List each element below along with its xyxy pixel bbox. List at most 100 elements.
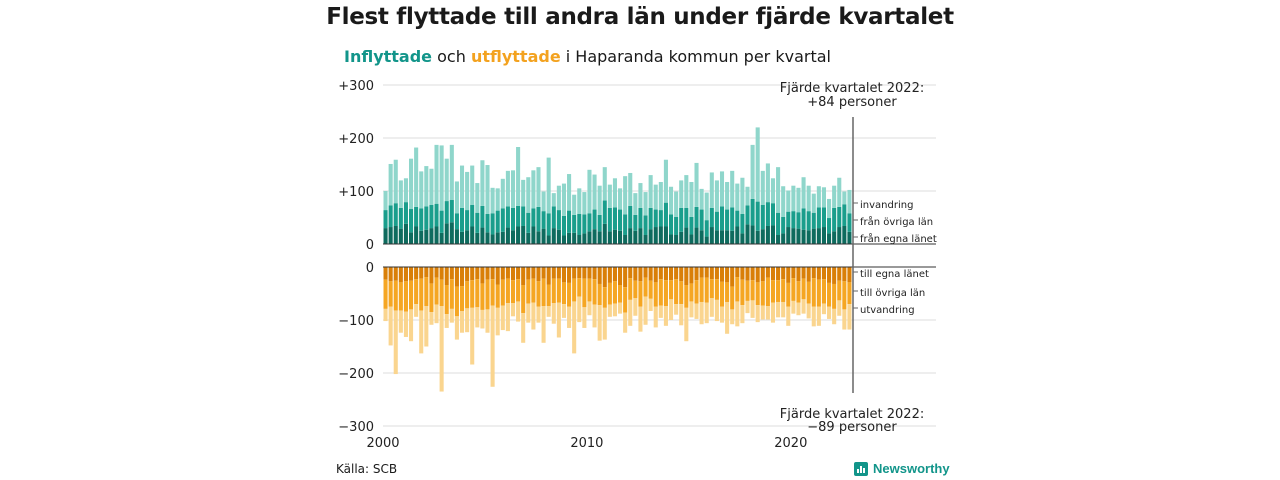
bar-out-1 <box>510 280 516 304</box>
bar-in-2 <box>521 179 526 207</box>
bar-out-1 <box>409 280 414 310</box>
bar-out-2 <box>572 301 577 354</box>
bar-out-0 <box>541 267 546 279</box>
bar-out-1 <box>459 286 465 311</box>
bar-out-2 <box>801 299 806 314</box>
bar-in-0 <box>694 227 699 244</box>
bar-in-1 <box>801 208 806 230</box>
bar-out-0 <box>607 267 612 283</box>
bar-out-1 <box>485 279 490 310</box>
bar-out-2 <box>536 306 541 323</box>
bar-in-2 <box>633 193 638 215</box>
bar-in-1 <box>516 205 521 227</box>
bar-in-1 <box>653 209 658 228</box>
y-tick-label: +300 <box>338 79 374 94</box>
bar-out-2 <box>531 302 536 330</box>
bar-in-1 <box>714 211 719 231</box>
bar-out-2 <box>546 306 551 317</box>
bar-out-0 <box>725 267 730 283</box>
bar-out-1 <box>811 278 816 307</box>
bar-out-2 <box>388 306 393 346</box>
bar-out-0 <box>633 267 638 281</box>
newsworthy-brand[interactable]: Newsworthy <box>854 461 950 476</box>
bar-out-2 <box>587 301 592 316</box>
bar-in-1 <box>444 201 449 224</box>
bar-out-0 <box>383 267 388 280</box>
bar-in-1 <box>470 204 475 227</box>
bar-in-1 <box>684 207 689 228</box>
bar-out-0 <box>760 267 765 282</box>
bar-in-1 <box>837 206 842 228</box>
bar-out-2 <box>719 306 725 323</box>
bar-in-2 <box>699 188 704 210</box>
bar-out-2 <box>658 305 663 318</box>
bar-out-1 <box>500 279 505 306</box>
bar-in-2 <box>643 192 648 216</box>
bar-in-1 <box>781 216 786 234</box>
bar-out-2 <box>832 308 837 325</box>
bar-in-0 <box>592 229 597 244</box>
bar-out-1 <box>592 279 597 305</box>
bar-out-2 <box>597 305 602 341</box>
bar-out-1 <box>689 283 694 302</box>
bar-out-0 <box>668 267 674 281</box>
bar-in-2 <box>434 144 439 204</box>
bar-out-0 <box>750 267 755 281</box>
bar-out-1 <box>633 280 638 299</box>
bar-out-0 <box>842 267 847 282</box>
bar-out-1 <box>398 282 403 311</box>
bar-in-0 <box>607 231 612 244</box>
bar-out-2 <box>806 303 811 319</box>
bar-in-2 <box>495 188 500 211</box>
bar-in-2 <box>607 184 612 208</box>
bar-in-0 <box>536 231 541 244</box>
bar-in-0 <box>398 228 403 244</box>
bar-out-0 <box>623 267 628 288</box>
bar-out-0 <box>409 267 414 281</box>
bar-out-1 <box>832 283 837 309</box>
bar-in-0 <box>668 234 674 244</box>
bar-out-2 <box>495 307 500 336</box>
bar-out-2 <box>521 313 526 343</box>
bar-out-0 <box>679 267 684 282</box>
bar-out-1 <box>612 281 617 304</box>
bar-in-2 <box>388 163 393 206</box>
bar-in-1 <box>521 206 526 226</box>
bar-out-1 <box>597 283 602 306</box>
bar-out-2 <box>674 304 679 315</box>
bar-out-0 <box>480 267 485 284</box>
bar-in-0 <box>674 234 679 244</box>
bar-in-1 <box>465 210 470 231</box>
bar-out-1 <box>714 279 719 300</box>
bar-out-2 <box>699 301 704 325</box>
bar-in-0 <box>699 230 704 244</box>
source-note: Källa: SCB <box>336 462 398 476</box>
bar-in-0 <box>521 225 526 244</box>
bar-out-1 <box>638 281 643 307</box>
bar-in-0 <box>551 228 556 244</box>
bar-out-1 <box>414 279 419 305</box>
bar-out-2 <box>490 305 495 387</box>
bar-out-1 <box>750 280 755 301</box>
bar-out-1 <box>465 281 470 309</box>
bar-in-2 <box>791 185 796 212</box>
bar-out-2 <box>526 303 531 323</box>
bar-in-2 <box>735 183 740 211</box>
bar-in-2 <box>383 191 388 211</box>
bar-out-0 <box>500 267 505 280</box>
bar-in-2 <box>832 185 837 208</box>
bar-out-2 <box>633 298 638 316</box>
bar-in-1 <box>658 210 663 227</box>
bar-out-0 <box>755 267 760 283</box>
subtitle-rest: i Haparanda kommun per kvartal <box>560 47 831 66</box>
bar-out-0 <box>414 267 419 280</box>
bar-in-0 <box>638 228 643 244</box>
bar-in-1 <box>505 206 510 228</box>
bar-out-0 <box>546 267 551 285</box>
bar-out-0 <box>837 267 842 281</box>
bar-in-1 <box>643 215 648 235</box>
bar-in-2 <box>449 144 454 201</box>
bar-in-1 <box>490 213 495 235</box>
bar-out-0 <box>561 267 567 283</box>
bar-out-2 <box>475 307 480 328</box>
